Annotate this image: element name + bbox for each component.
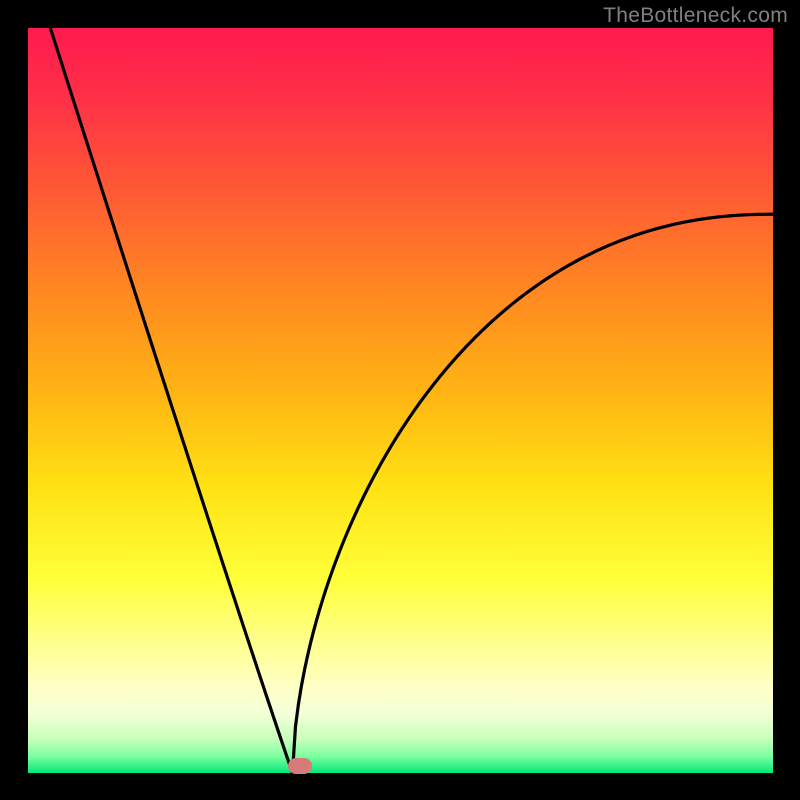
optimal-point-marker [288, 758, 312, 774]
chart-background-gradient [28, 28, 773, 773]
stage: TheBottleneck.com [0, 0, 800, 800]
watermark-text: TheBottleneck.com [603, 4, 788, 28]
plot-frame [28, 28, 773, 773]
